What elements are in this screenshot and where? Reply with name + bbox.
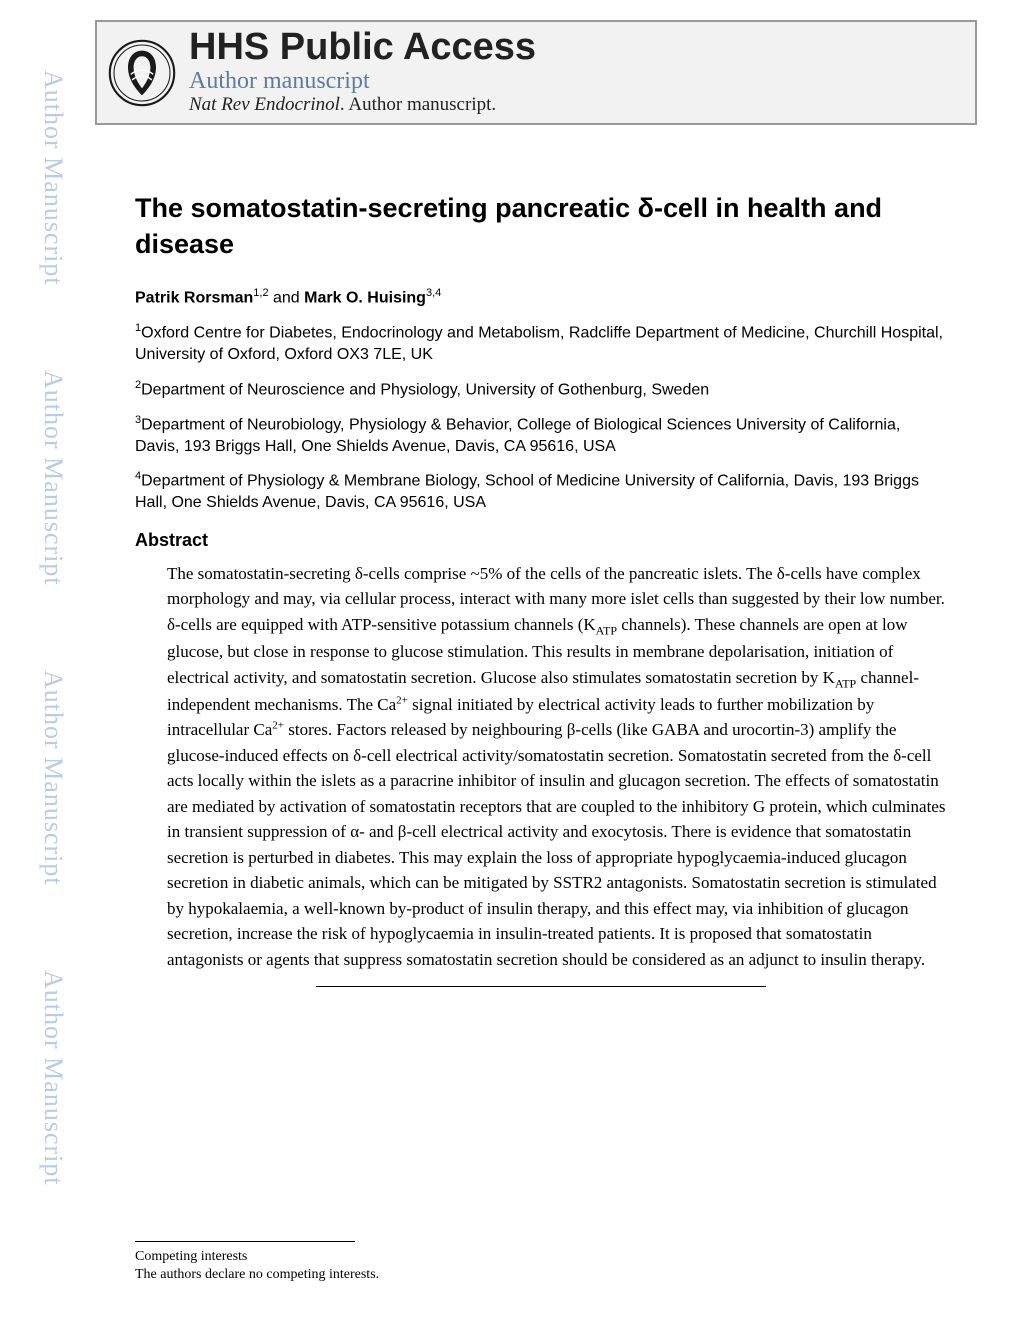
affil-3-text: Department of Neurobiology, Physiology &… xyxy=(135,416,900,455)
author-2-name: Mark O. Huising xyxy=(304,289,426,306)
competing-interests-heading: Competing interests xyxy=(135,1248,947,1266)
abstract-body: The somatostatin-secreting δ-cells compr… xyxy=(135,561,947,973)
affil-4-text: Department of Physiology & Membrane Biol… xyxy=(135,472,919,511)
affil-2-text: Department of Neuroscience and Physiolog… xyxy=(141,381,709,398)
article-content: The somatostatin-secreting pancreatic δ-… xyxy=(135,190,947,987)
hhs-logo-icon xyxy=(107,38,177,108)
author-conj: and xyxy=(269,289,305,306)
hhs-journal-line: Nat Rev Endocrinol. Author manuscript. xyxy=(189,94,536,117)
header-text-block: HHS Public Access Author manuscript Nat … xyxy=(189,28,536,117)
affiliation-1: 1Oxford Centre for Diabetes, Endocrinolo… xyxy=(135,321,947,366)
footer-rule xyxy=(135,1241,355,1242)
watermark-author-manuscript: Author Manuscript xyxy=(38,370,68,586)
hhs-title: HHS Public Access xyxy=(189,28,536,66)
watermark-author-manuscript: Author Manuscript xyxy=(38,70,68,286)
abstract-end-rule xyxy=(316,986,766,987)
author-line: Patrik Rorsman1,2 and Mark O. Huising3,4 xyxy=(135,287,947,307)
article-title: The somatostatin-secreting pancreatic δ-… xyxy=(135,190,947,263)
affil-1-text: Oxford Centre for Diabetes, Endocrinolog… xyxy=(135,325,943,364)
hhs-subtitle-author-manuscript: Author manuscript xyxy=(189,68,536,94)
author-1-sup: 1,2 xyxy=(253,287,268,299)
footer-block: Competing interests The authors declare … xyxy=(135,1241,947,1284)
author-1-name: Patrik Rorsman xyxy=(135,289,253,306)
affiliation-3: 3Department of Neurobiology, Physiology … xyxy=(135,413,947,458)
watermark-author-manuscript: Author Manuscript xyxy=(38,970,68,1186)
abstract-heading: Abstract xyxy=(135,530,947,551)
competing-interests-text: The authors declare no competing interes… xyxy=(135,1266,947,1284)
author-2-sup: 3,4 xyxy=(426,287,441,299)
journal-name: Nat Rev Endocrinol xyxy=(189,94,340,115)
watermark-author-manuscript: Author Manuscript xyxy=(38,670,68,886)
hhs-header-box: HHS Public Access Author manuscript Nat … xyxy=(95,20,977,125)
affiliation-2: 2Department of Neuroscience and Physiolo… xyxy=(135,378,947,401)
affiliation-4: 4Department of Physiology & Membrane Bio… xyxy=(135,469,947,514)
journal-tail: . Author manuscript. xyxy=(340,94,496,115)
